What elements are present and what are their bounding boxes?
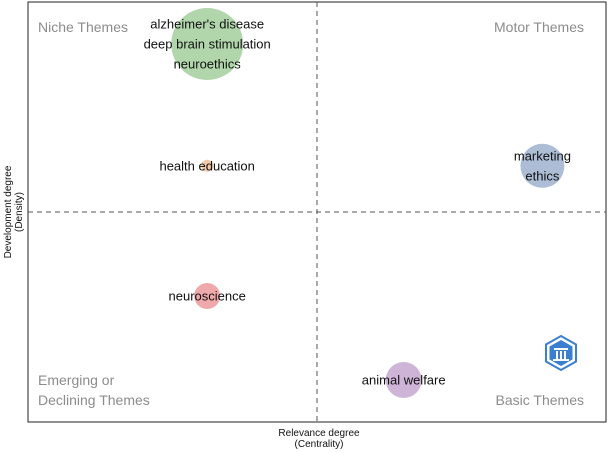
quadrant-label-motor: Motor Themes — [494, 19, 584, 35]
bubble-cluster-marketing — [520, 143, 565, 188]
bubble-cluster-alzheimers — [171, 8, 244, 80]
quadrant-label-emerging-2: Declining Themes — [38, 392, 150, 408]
x-axis-title-line2: (Centrality) — [295, 439, 344, 450]
bubble-label-cluster-marketing-0: marketing — [514, 148, 571, 163]
bubble-label-cluster-health-education-0: health education — [159, 158, 254, 173]
y-axis-title-line2: (Density) — [14, 192, 25, 232]
bibliometrix-logo — [545, 334, 577, 372]
x-axis-title-line1: Relevance degree — [278, 428, 360, 439]
bubble-label-cluster-alzheimers-2: neuroethics — [174, 57, 242, 72]
y-axis-title-line1: Development degree — [3, 165, 14, 258]
bubble-label-cluster-animal-welfare-0: animal welfare — [362, 373, 446, 388]
quadrant-label-basic: Basic Themes — [496, 392, 584, 408]
bubbles-group: alzheimer's disease deep brain stimulatio… — [144, 8, 571, 398]
bubble-cluster-neuroscience — [194, 283, 221, 309]
bubble-label-cluster-marketing-1: ethics — [525, 168, 559, 183]
bubble-cluster-animal-welfare — [385, 362, 422, 398]
quadrant-label-emerging-1: Emerging or — [38, 372, 115, 388]
bubble-label-cluster-alzheimers-0: alzheimer's disease — [150, 17, 264, 32]
bubble-label-cluster-neuroscience-0: neuroscience — [169, 289, 246, 304]
quadrant-label-niche: Niche Themes — [38, 19, 128, 35]
bubble-cluster-health-education — [201, 159, 214, 172]
bubble-label-cluster-alzheimers-1: deep brain stimulation — [144, 37, 271, 52]
